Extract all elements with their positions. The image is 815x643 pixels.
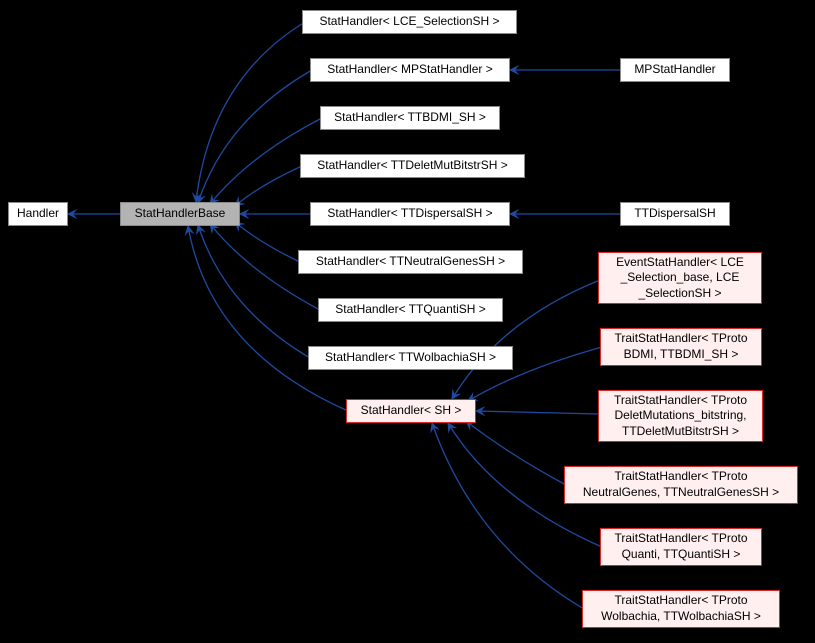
node-label: StatHandler< TTNeutralGenesSH > <box>316 254 505 270</box>
edge <box>432 423 584 609</box>
node-label: Handler <box>17 206 59 222</box>
node-label: StatHandler< TTBDMI_SH > <box>334 110 486 126</box>
node-label: StatHandler< MPStatHandler > <box>327 62 492 78</box>
node-sh_sh[interactable]: StatHandler< SH > <box>346 399 476 423</box>
edge <box>198 225 310 358</box>
node-label: TraitStatHandler< TProto NeutralGenes, T… <box>583 469 779 500</box>
node-sh_ttneutral[interactable]: StatHandler< TTNeutralGenesSH > <box>298 250 523 274</box>
node-label: StatHandlerBase <box>135 206 226 222</box>
node-label: StatHandler< TTDeletMutBitstrSH > <box>317 158 508 174</box>
node-label: MPStatHandler <box>634 62 715 78</box>
node-label: EventStatHandler< LCE _Selection_base, L… <box>616 255 744 302</box>
node-label: StatHandler< TTWolbachiaSH > <box>325 350 496 366</box>
node-sh_ttwolb[interactable]: StatHandler< TTWolbachiaSH > <box>308 346 513 370</box>
edge <box>196 22 305 202</box>
node-trait_bdmi[interactable]: TraitStatHandler< TProto BDMI, TTBDMI_SH… <box>600 328 762 366</box>
edge <box>198 70 312 203</box>
node-trait_neutral[interactable]: TraitStatHandler< TProto NeutralGenes, T… <box>564 466 798 504</box>
node-label: StatHandler< TTDispersalSH > <box>327 206 492 222</box>
node-sh_ttbdmi[interactable]: StatHandler< TTBDMI_SH > <box>320 106 500 130</box>
edge <box>235 166 302 206</box>
node-event_lce[interactable]: EventStatHandler< LCE _Selection_base, L… <box>598 252 762 304</box>
node-trait_delet[interactable]: TraitStatHandler< TProto DeletMutations_… <box>598 390 763 442</box>
node-handler[interactable]: Handler <box>8 202 68 226</box>
node-stathandlerbase[interactable]: StatHandlerBase <box>120 202 240 226</box>
node-label: TraitStatHandler< TProto Quanti, TTQuant… <box>614 531 747 562</box>
node-sh_ttdelet[interactable]: StatHandler< TTDeletMutBitstrSH > <box>300 154 525 178</box>
node-label: StatHandler< TTQuantiSH > <box>335 302 486 318</box>
node-label: StatHandler< SH > <box>361 403 462 419</box>
node-sh_lce[interactable]: StatHandler< LCE_SelectionSH > <box>302 10 517 34</box>
node-mpstat[interactable]: MPStatHandler <box>620 58 730 82</box>
node-trait_quanti[interactable]: TraitStatHandler< TProto Quanti, TTQuant… <box>600 528 762 566</box>
edge <box>235 222 300 262</box>
node-label: TraitStatHandler< TProto BDMI, TTBDMI_SH… <box>614 331 747 362</box>
node-ttdisp[interactable]: TTDispersalSH <box>620 202 730 226</box>
node-label: StatHandler< LCE_SelectionSH > <box>319 14 499 30</box>
node-sh_ttquanti[interactable]: StatHandler< TTQuantiSH > <box>318 298 503 322</box>
node-sh_ttdisp[interactable]: StatHandler< TTDispersalSH > <box>310 202 510 226</box>
edge <box>476 411 598 414</box>
node-label: TraitStatHandler< TProto DeletMutations_… <box>614 393 747 440</box>
edge <box>466 421 566 485</box>
node-trait_wolb[interactable]: TraitStatHandler< TProto Wolbachia, TTWo… <box>582 590 780 628</box>
node-sh_mp[interactable]: StatHandler< MPStatHandler > <box>310 58 510 82</box>
node-label: TraitStatHandler< TProto Wolbachia, TTWo… <box>601 593 761 624</box>
node-label: TTDispersalSH <box>634 206 715 222</box>
